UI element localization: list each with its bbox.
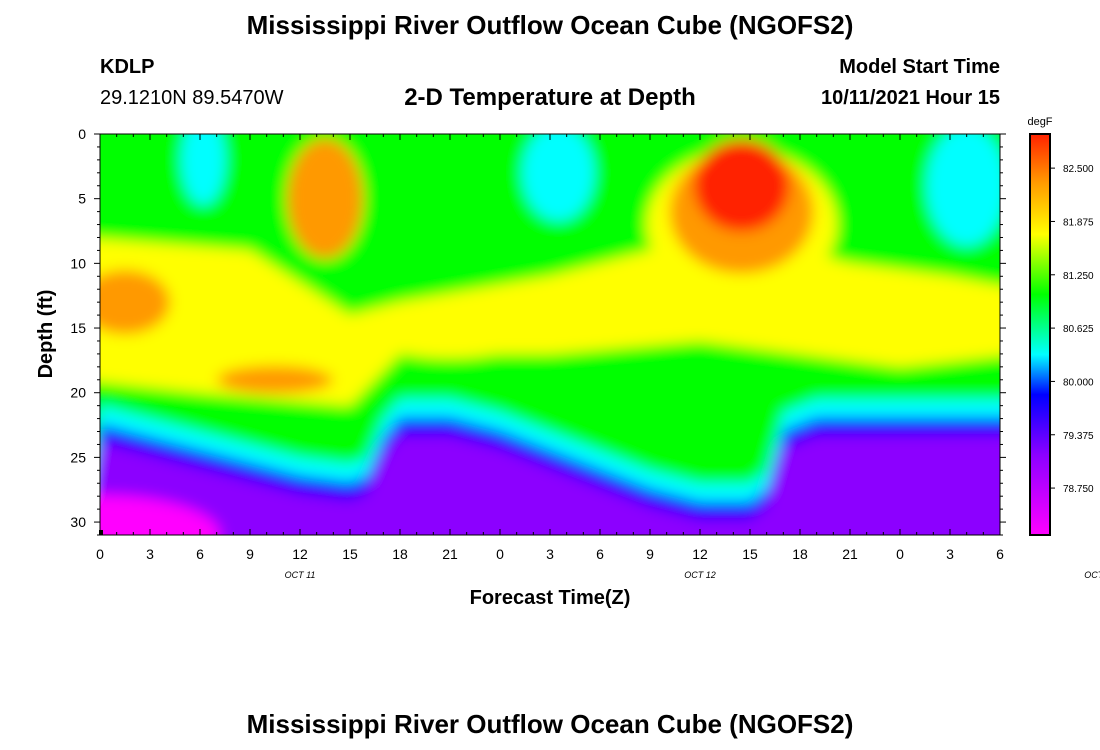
colorbar-label: 81.250 [1063, 271, 1094, 282]
date-label: OCT 11 [285, 570, 316, 580]
colorbar-label: 82.500 [1063, 164, 1094, 175]
x-tick-label: 0 [96, 546, 104, 562]
x-tick-label: 6 [996, 546, 1004, 562]
x-tick-label: 21 [842, 546, 858, 562]
x-axis-label: Forecast Time(Z) [470, 587, 631, 609]
heat-orange-upper [287, 138, 363, 259]
footer-title: Mississippi River Outflow Ocean Cube (NG… [246, 709, 854, 739]
y-tick-label: 0 [78, 126, 86, 142]
heat-orange-lower [217, 365, 333, 394]
x-tick-label: 9 [646, 546, 654, 562]
heat-yellow-mid [360, 298, 540, 359]
heat-yellow-under-orange [303, 333, 364, 374]
x-tick-label: 12 [292, 546, 308, 562]
y-axis-tick-labels: 0 5 10 15 20 25 30 [70, 126, 86, 530]
heat-cyan-spot-3 [926, 134, 1000, 246]
colorbar-label: 80.625 [1063, 324, 1094, 335]
x-tick-label: 0 [896, 546, 904, 562]
model-start-value: 10/11/2021 Hour 15 [820, 87, 1000, 109]
colorbar-labels: 82.500 81.875 81.250 80.625 80.000 79.375 78.7… [1050, 164, 1094, 495]
station-coordinates: 29.1210N 89.5470W [100, 87, 284, 109]
axis-ticks [94, 133, 1006, 536]
x-tick-label: 21 [442, 546, 458, 562]
colorbar-label: 78.750 [1063, 484, 1094, 495]
x-tick-label: 6 [596, 546, 604, 562]
model-start-label: Model Start Time [839, 56, 1000, 78]
colorbar-label: 81.875 [1063, 217, 1094, 228]
date-label: OCT 12 [684, 570, 716, 580]
x-tick-label: 18 [792, 546, 808, 562]
colorbar [1029, 133, 1051, 536]
x-tick-label: 12 [692, 546, 708, 562]
x-tick-label: 3 [146, 546, 154, 562]
chart-title: Mississippi River Outflow Ocean Cube (NG… [246, 10, 854, 40]
y-axis-label: Depth (ft) [35, 290, 57, 379]
heat-purple-layer [100, 435, 1000, 535]
x-axis-tick-labels: 0 3 6 9 12 15 18 21 0 3 6 9 12 15 18 21 0 3 6 [96, 546, 1004, 562]
y-tick-label: 15 [70, 320, 86, 336]
station-id: KDLP [100, 56, 155, 78]
y-tick-label: 25 [70, 449, 86, 465]
y-tick-label: 20 [70, 385, 86, 401]
y-tick-label: 10 [70, 255, 86, 271]
heat-orange-left [100, 270, 170, 335]
x-tick-label: 18 [392, 546, 408, 562]
heat-cyan-spot-1 [181, 134, 226, 205]
x-tick-label: 15 [742, 546, 758, 562]
x-tick-label: 3 [946, 546, 954, 562]
date-labels: OCT 11 OCT 12 OCT 13 [285, 570, 1100, 580]
colorbar-label: 79.375 [1063, 431, 1094, 442]
date-label: OCT 13 [1084, 570, 1100, 580]
heatmap-field [100, 134, 1000, 535]
x-tick-label: 3 [546, 546, 554, 562]
colorbar-label: 80.000 [1063, 377, 1094, 388]
colorbar-unit: degF [1027, 116, 1052, 128]
x-tick-label: 6 [196, 546, 204, 562]
corner-marker [99, 530, 103, 535]
y-tick-label: 30 [70, 514, 86, 530]
heat-red-core [693, 139, 790, 232]
heat-magenta-core [100, 517, 160, 535]
x-tick-label: 0 [496, 546, 504, 562]
x-tick-label: 9 [246, 546, 254, 562]
chart-subtitle: 2-D Temperature at Depth [404, 84, 696, 111]
y-tick-label: 5 [78, 191, 86, 207]
heat-cyan-spot-2 [522, 134, 595, 221]
x-tick-label: 15 [342, 546, 358, 562]
